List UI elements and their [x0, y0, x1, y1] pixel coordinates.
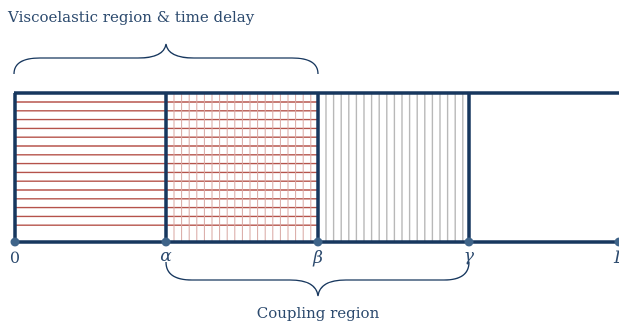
node-beta — [313, 237, 323, 247]
grid-vertical-hatching — [173, 94, 312, 241]
vertical-hatching — [325, 94, 464, 241]
top-brace-label: Viscoelastic region & time delay — [7, 8, 255, 26]
node-zero — [10, 237, 20, 247]
point-label-gamma: γ — [464, 246, 475, 266]
top-brace — [13, 43, 319, 75]
node-end — [614, 237, 619, 247]
node-alpha — [161, 237, 171, 247]
point-label-zero: 0 — [10, 248, 20, 267]
node-gamma — [464, 237, 474, 247]
point-label-beta: β — [312, 248, 323, 268]
bottom-brace-label: Coupling region — [257, 304, 380, 322]
point-label-alpha: α — [160, 246, 172, 266]
bottom-brace — [165, 261, 470, 297]
point-label-end: L — [613, 248, 619, 268]
